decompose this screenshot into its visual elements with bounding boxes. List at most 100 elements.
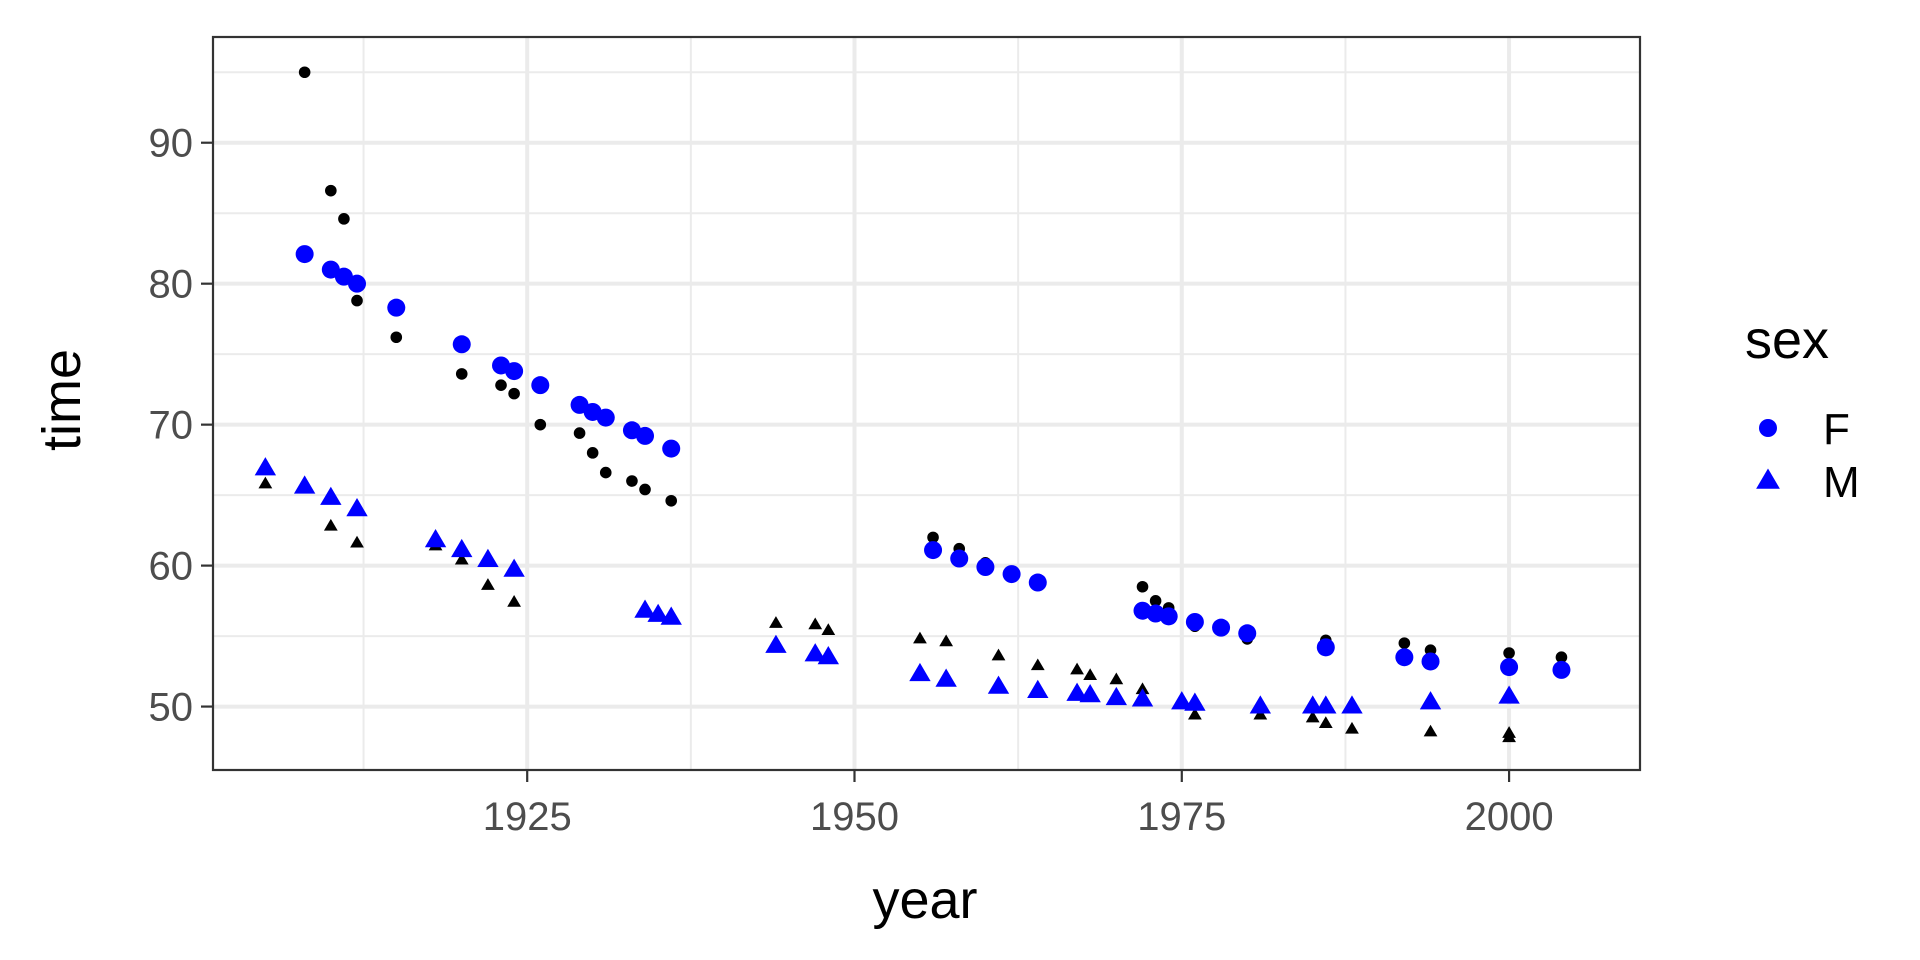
fitted-f-point [596, 408, 615, 427]
fitted-m-point [1419, 691, 1442, 710]
x-tick-labels: 1925 1950 1975 2000 [483, 795, 1554, 839]
fitted-m-point [909, 662, 931, 682]
x-tick-label: 2000 [1465, 795, 1554, 839]
fitted-f-point [1395, 648, 1414, 667]
fitted-m-point [1066, 682, 1088, 701]
observed-m-point [808, 617, 823, 630]
fitted-m-point [503, 558, 525, 577]
fitted-f-point [1185, 612, 1204, 631]
fitted-m-point [477, 548, 499, 567]
fitted-m-point [817, 645, 839, 665]
fitted-m-point [647, 603, 669, 622]
fitted-m-point [254, 457, 277, 476]
fitted-f-point [1002, 565, 1021, 584]
observed-f-point [298, 66, 311, 79]
fitted-m-point [1171, 691, 1193, 710]
observed-f-point [1398, 637, 1411, 649]
fitted-m-point [804, 643, 826, 662]
fitted-f-point [976, 558, 995, 577]
observed-m-point [769, 616, 783, 628]
y-tick-labels: 50 60 70 80 90 [149, 122, 194, 730]
fitted-f-point [1421, 652, 1440, 671]
fitted-m-point [987, 675, 1010, 694]
fitted-f-point [1159, 607, 1178, 626]
observed-f-point [351, 294, 363, 307]
observed-m-point [1187, 707, 1202, 720]
fitted-m-point [1184, 692, 1206, 711]
observed-f-point [573, 427, 586, 439]
observed-f-point [927, 531, 939, 544]
data-points [254, 66, 1571, 743]
observed-f-point [1149, 595, 1162, 607]
observed-m-point [1502, 730, 1516, 743]
fitted-f-point [924, 541, 943, 560]
fitted-f-point [1028, 573, 1047, 592]
observed-m-point [481, 578, 495, 590]
fitted-m-point [1079, 684, 1101, 703]
x-axis-title: year [872, 870, 977, 930]
plot-panel-border [211, 35, 1642, 772]
observed-f-point [1136, 580, 1149, 593]
observed-f-point [626, 475, 638, 487]
observed-f-point [390, 331, 403, 344]
observed-f-point [534, 418, 547, 431]
observed-f-point [1503, 647, 1515, 659]
minor-gridlines [213, 37, 1640, 770]
observed-m-point [1253, 707, 1268, 720]
observed-f-point [325, 184, 337, 197]
legend-label-f: F [1823, 405, 1850, 454]
fitted-m-point [1249, 695, 1272, 714]
fitted-f-point [531, 376, 550, 395]
fitted-m-point [1341, 695, 1363, 714]
y-tick-label: 60 [149, 545, 194, 589]
observed-m-point [913, 631, 927, 644]
fitted-m-point [1131, 688, 1154, 707]
fitted-m-point [293, 475, 316, 494]
legend: sex FM [1745, 310, 1860, 507]
observed-m-point [323, 518, 338, 531]
x-tick-label: 1975 [1137, 795, 1226, 839]
observed-m-point [821, 623, 836, 635]
fitted-m-point [320, 486, 342, 505]
fitted-f-point [1238, 624, 1257, 643]
observed-m-point [350, 535, 364, 548]
fitted-m-point [424, 528, 447, 548]
observed-m-point [1070, 662, 1084, 675]
observed-f-point [1555, 651, 1568, 664]
fitted-f-point [662, 439, 681, 458]
observed-m-point [1109, 672, 1124, 685]
observed-m-point [939, 634, 954, 647]
observed-f-point [495, 379, 507, 391]
fitted-m-point [1027, 679, 1049, 699]
observed-m-point [258, 476, 273, 489]
observed-f-point [586, 447, 599, 459]
observed-f-point [455, 368, 468, 380]
observed-m-point [1318, 716, 1333, 728]
axis-ticks [201, 141, 1511, 782]
observed-f-point [639, 483, 651, 496]
legend-key-f [1759, 419, 1777, 437]
x-tick-label: 1925 [483, 795, 572, 839]
observed-f-point [508, 387, 520, 400]
fitted-f-point [348, 274, 367, 293]
y-tick-label: 70 [149, 404, 194, 448]
fitted-f-point [505, 362, 524, 381]
observed-m-point [1083, 668, 1098, 681]
observed-f-point [599, 466, 612, 479]
legend-items: FM [1756, 405, 1860, 507]
fitted-f-point [1316, 638, 1335, 657]
fitted-m-point [346, 497, 368, 517]
fitted-m-point [634, 599, 656, 618]
legend-title: sex [1745, 310, 1829, 370]
fitted-m-point [1315, 695, 1337, 714]
y-tick-label: 80 [149, 263, 194, 307]
y-tick-label: 50 [149, 686, 194, 730]
y-axis-title: time [32, 349, 92, 451]
y-tick-label: 90 [149, 122, 194, 166]
observed-m-point [454, 552, 469, 565]
fitted-f-point [1500, 658, 1519, 677]
observed-m-point [1423, 724, 1438, 737]
observed-m-point [1305, 710, 1320, 723]
fitted-f-point [636, 426, 655, 445]
